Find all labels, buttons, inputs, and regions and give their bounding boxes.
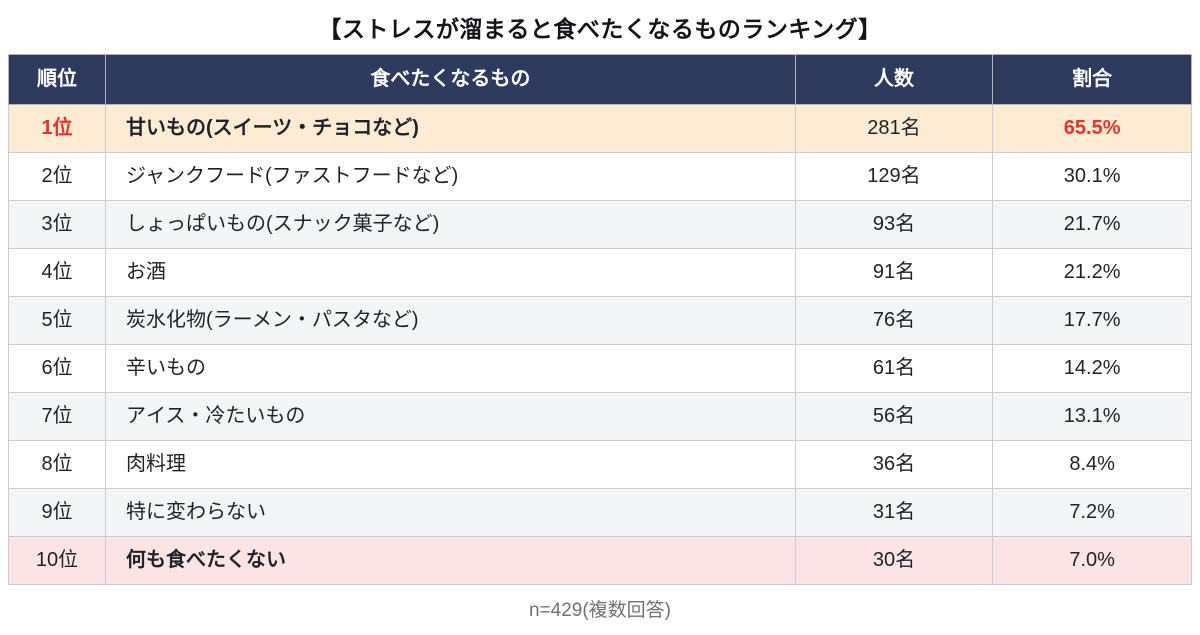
percent-cell: 17.7% [992,296,1192,345]
count-cell: 56名 [794,392,994,441]
item-cell: 肉料理 [105,440,796,489]
item-cell: アイス・冷たいもの [105,392,796,441]
count-cell: 129名 [794,152,994,201]
table-row: 10位 何も食べたくない 30名 7.0% [8,536,1192,585]
table-header: 順位 食べたくなるもの 人数 割合 [8,54,1192,105]
rank-cell: 8位 [8,440,106,489]
table-row: 5位 炭水化物(ラーメン・パスタなど) 76名 17.7% [8,296,1192,345]
header-row: 順位 食べたくなるもの 人数 割合 [8,54,1192,105]
table-row: 7位 アイス・冷たいもの 56名 13.1% [8,392,1192,441]
percent-cell: 7.0% [992,536,1192,585]
rank-cell: 9位 [8,488,106,537]
item-cell: しょっぱいもの(スナック菓子など) [105,200,796,249]
count-cell: 93名 [794,200,994,249]
rank-cell: 3位 [8,200,106,249]
rank-cell: 7位 [8,392,106,441]
percent-cell: 14.2% [992,344,1192,393]
table-row: 8位 肉料理 36名 8.4% [8,440,1192,489]
table-row: 1位 甘いもの(スイーツ・チョコなど) 281名 65.5% [8,104,1192,153]
count-cell: 61名 [794,344,994,393]
rank-cell: 10位 [8,536,106,585]
item-cell: お酒 [105,248,796,297]
percent-cell: 65.5% [992,104,1192,153]
table-row: 3位 しょっぱいもの(スナック菓子など) 93名 21.7% [8,200,1192,249]
col-header-count: 人数 [794,54,994,105]
item-cell: 何も食べたくない [105,536,796,585]
percent-cell: 13.1% [992,392,1192,441]
rank-cell: 6位 [8,344,106,393]
table-row: 2位 ジャンクフード(ファストフードなど) 129名 30.1% [8,152,1192,201]
rank-cell: 2位 [8,152,106,201]
count-cell: 31名 [794,488,994,537]
ranking-table: 順位 食べたくなるもの 人数 割合 1位 甘いもの(スイーツ・チョコなど) 28… [8,54,1192,585]
rank-cell: 1位 [8,104,106,153]
item-cell: 甘いもの(スイーツ・チョコなど) [105,104,796,153]
col-header-item: 食べたくなるもの [105,54,796,105]
count-cell: 76名 [794,296,994,345]
col-header-percent: 割合 [992,54,1192,105]
percent-cell: 8.4% [992,440,1192,489]
count-cell: 281名 [794,104,994,153]
rank-cell: 5位 [8,296,106,345]
table-row: 4位 お酒 91名 21.2% [8,248,1192,297]
rank-cell: 4位 [8,248,106,297]
percent-cell: 7.2% [992,488,1192,537]
item-cell: ジャンクフード(ファストフードなど) [105,152,796,201]
table-row: 9位 特に変わらない 31名 7.2% [8,488,1192,537]
col-header-rank: 順位 [8,54,106,105]
sample-size-note: n=429(複数回答) [528,600,672,621]
percent-cell: 30.1% [992,152,1192,201]
item-cell: 特に変わらない [105,488,796,537]
page-title: 【ストレスが溜まると食べたくなるものランキング】 [318,16,882,42]
percent-cell: 21.2% [992,248,1192,297]
count-cell: 30名 [794,536,994,585]
table-row: 6位 辛いもの 61名 14.2% [8,344,1192,393]
count-cell: 36名 [794,440,994,489]
percent-cell: 21.7% [992,200,1192,249]
count-cell: 91名 [794,248,994,297]
item-cell: 炭水化物(ラーメン・パスタなど) [105,296,796,345]
table-body: 1位 甘いもの(スイーツ・チョコなど) 281名 65.5% 2位 ジャンクフー… [8,104,1192,585]
item-cell: 辛いもの [105,344,796,393]
